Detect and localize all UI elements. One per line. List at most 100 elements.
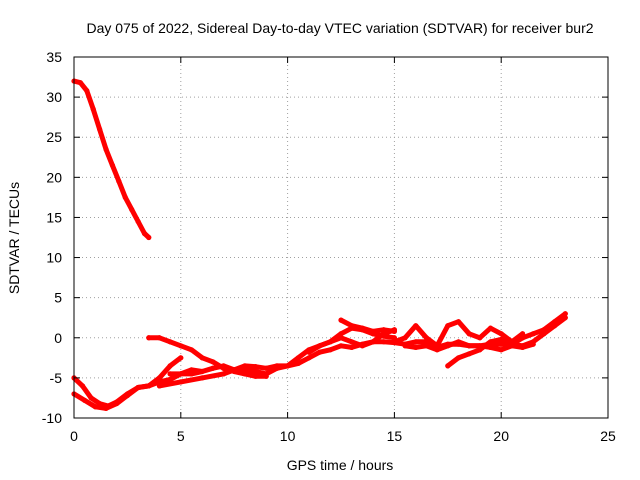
series-line-segment-10 (445, 311, 568, 369)
data-point (199, 375, 205, 381)
data-point (295, 360, 301, 367)
data-point (263, 365, 269, 371)
x-tick-label: 0 (70, 428, 78, 444)
data-point (109, 162, 116, 168)
y-tick-label: 20 (46, 169, 62, 185)
series-line-segment-6 (167, 325, 397, 377)
data-point (455, 355, 462, 361)
data-point (370, 339, 376, 345)
y-tick-label: 30 (46, 89, 62, 105)
y-tick-label: 0 (54, 330, 62, 346)
y-tick-label: 10 (46, 250, 62, 266)
data-point (359, 325, 365, 331)
data-point (445, 323, 451, 329)
data-point (402, 335, 408, 341)
data-point (487, 339, 494, 345)
data-point (156, 375, 163, 381)
data-point (413, 339, 419, 345)
data-point (487, 344, 494, 351)
x-tick-label: 20 (493, 428, 509, 444)
data-point (338, 335, 344, 341)
data-point (167, 363, 173, 369)
data-point (90, 106, 96, 112)
plot-frame (73, 56, 609, 419)
data-point (231, 367, 237, 373)
data-point (199, 355, 205, 361)
data-point (317, 343, 323, 349)
data-point (84, 88, 90, 94)
x-axis-label: GPS time / hours (287, 457, 394, 473)
data-point (338, 331, 344, 337)
data-point (274, 365, 280, 371)
data-point (263, 371, 269, 377)
data-point (114, 399, 120, 405)
data-point (487, 325, 494, 331)
y-tick-label: 35 (46, 49, 62, 65)
data-point (135, 218, 141, 225)
data-point (349, 344, 355, 351)
data-point (124, 391, 130, 397)
data-point (466, 343, 472, 349)
data-point (188, 347, 195, 353)
data-point (97, 400, 103, 407)
data-point (122, 194, 128, 200)
data-point (285, 363, 291, 369)
data-point (82, 397, 88, 403)
y-tick-label: 15 (46, 209, 62, 225)
data-point (129, 206, 135, 213)
data-point (77, 80, 84, 86)
data-point (242, 367, 248, 373)
data-point (381, 327, 387, 333)
data-point (445, 343, 451, 349)
grid-lines (74, 57, 608, 418)
data-point (498, 341, 504, 347)
data-point (210, 365, 216, 371)
data-point (423, 343, 430, 349)
data-point (92, 404, 98, 410)
data-point (146, 335, 152, 341)
data-point (252, 364, 259, 370)
data-point (306, 349, 312, 355)
data-point (466, 351, 472, 357)
data-point (306, 355, 312, 361)
data-point (477, 335, 483, 341)
data-point (295, 355, 301, 361)
data-point (370, 328, 376, 334)
axis-ticks: 0 5 10 15 20 25 -10 -5 0 5 10 15 20 25 30 35 (42, 49, 616, 444)
y-tick-label: -10 (42, 410, 62, 426)
data-point (317, 349, 323, 355)
data-point (509, 343, 515, 349)
data-point (455, 339, 462, 345)
data-point (562, 311, 568, 317)
data-point (105, 403, 111, 409)
x-tick-label: 5 (177, 428, 185, 444)
data-point (349, 323, 355, 329)
data-point (146, 234, 152, 241)
data-point (530, 341, 536, 347)
data-point (327, 347, 333, 353)
data-point (178, 355, 184, 361)
data-point (252, 368, 259, 375)
data-point (327, 339, 333, 345)
data-point (541, 327, 547, 333)
data-point (188, 371, 195, 377)
data-point (88, 395, 94, 401)
x-tick-label: 25 (600, 428, 616, 444)
x-tick-label: 10 (280, 428, 296, 444)
data-point (338, 343, 344, 349)
data-point (466, 331, 472, 337)
data-point (252, 373, 259, 379)
data-point (156, 383, 163, 389)
data-series (71, 78, 568, 411)
data-point (498, 336, 504, 342)
data-point (391, 339, 397, 345)
data-point (116, 178, 122, 184)
data-point (519, 344, 526, 351)
data-point (423, 335, 430, 341)
data-point (519, 335, 526, 341)
data-point (167, 371, 173, 377)
y-tick-label: 25 (46, 129, 62, 145)
series-line-segment-1 (71, 78, 152, 240)
data-point (552, 319, 558, 325)
data-point (381, 339, 387, 345)
